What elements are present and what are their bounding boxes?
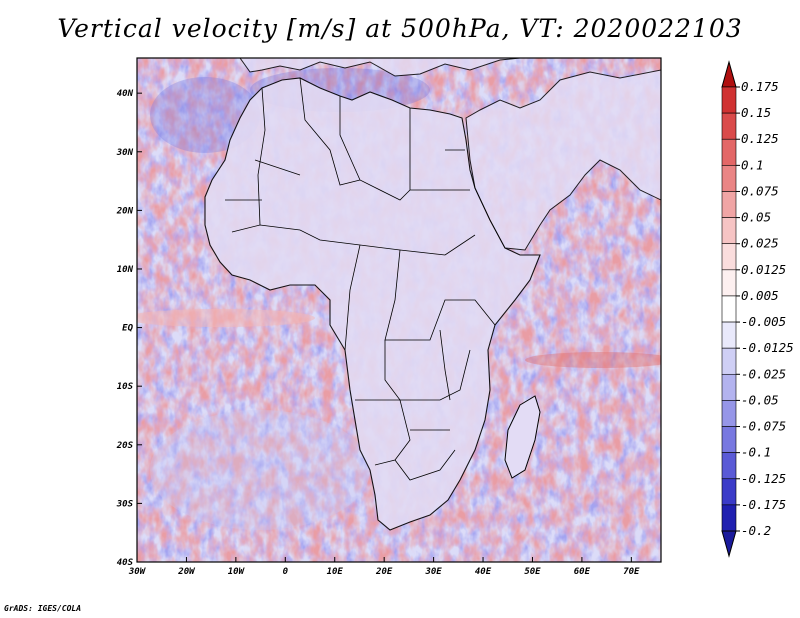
colorbar-swatch — [721, 478, 737, 506]
colorbar-label: 0.025 — [741, 236, 779, 251]
colorbar-swatch — [721, 321, 737, 349]
colorbar-label: -0.1 — [741, 445, 771, 460]
colorbar-swatch — [721, 347, 737, 375]
x-tick-label: 50E — [524, 567, 541, 577]
colorbar-label: 0.075 — [741, 183, 779, 198]
map-area — [137, 58, 661, 562]
colorbar-swatch — [721, 504, 737, 532]
y-tick-label: 30S — [116, 499, 134, 509]
y-tick-label: EQ — [122, 324, 133, 334]
grads-credit: GrADS: IGES/COLA — [4, 604, 82, 613]
colorbar-label: -0.0125 — [741, 340, 794, 355]
colorbar-swatch — [721, 138, 737, 166]
colorbar-label: 0.0125 — [741, 262, 786, 277]
itcz-band-atlantic — [137, 309, 315, 327]
x-tick-label: 20E — [375, 567, 393, 577]
madagascar-coastline — [504, 395, 541, 479]
plot-frame — [136, 57, 662, 563]
colorbar-swatch — [721, 400, 737, 427]
y-axis: 40S 30S 20S 10S EQ 10N 20N 30N 40N — [116, 89, 142, 568]
x-tick-label: 60E — [574, 567, 591, 577]
colorbar-label: 0.1 — [741, 157, 764, 172]
colorbar-label: 0.05 — [741, 210, 771, 225]
x-tick-label: 30W — [128, 567, 147, 577]
colorbar-label: 0.005 — [741, 288, 779, 303]
colorbar-top-arrow — [721, 60, 737, 88]
colorbar-label: -0.075 — [741, 419, 786, 434]
europe-coastline — [239, 58, 521, 77]
colorbar-swatch — [721, 452, 737, 480]
x-tick-label: 40E — [475, 567, 492, 577]
colorbar: 0.175 0.15 0.125 0.1 0.075 0.05 0.025 0.0125 0.0… — [721, 60, 794, 558]
x-axis: 30W 20W 10W 0 10E 20E 30E 40E 50E 60E 70E — [128, 557, 640, 577]
y-tick-label: 30N — [116, 148, 134, 158]
colorbar-bottom-arrow — [721, 530, 737, 558]
colorbar-label: 0.175 — [741, 79, 779, 94]
y-tick-label: 20N — [116, 206, 134, 216]
colorbar-label: -0.175 — [741, 497, 786, 512]
x-tick-label: 10E — [327, 567, 344, 577]
x-tick-label: 10W — [228, 567, 246, 577]
x-tick-label: 0 — [283, 567, 289, 577]
colorbar-swatch — [721, 165, 737, 192]
south-atlantic-descent — [150, 410, 370, 530]
colorbar-label: -0.005 — [741, 314, 786, 329]
x-tick-label: 70E — [623, 567, 640, 577]
x-tick-label: 30E — [424, 567, 442, 577]
colorbar-swatch — [721, 269, 737, 297]
colorbar-swatch — [721, 217, 737, 245]
colorbar-label: -0.025 — [741, 366, 786, 381]
country-borders — [225, 77, 496, 481]
chart-title: Vertical velocity [m/s] at 500hPa, VT: 2… — [57, 14, 743, 43]
colorbar-swatch — [721, 243, 737, 271]
arabia-coastline — [465, 69, 661, 251]
colorbar-label: -0.05 — [741, 392, 779, 407]
y-tick-label: 10S — [117, 382, 134, 392]
colorbar-swatch — [721, 191, 737, 218]
y-tick-label: 20S — [116, 441, 134, 451]
y-tick-label: 40S — [117, 558, 134, 568]
colorbar-swatch — [721, 86, 737, 114]
itcz-band-indian — [525, 352, 661, 368]
y-tick-label: 10N — [117, 265, 134, 275]
colorbar-swatch — [721, 112, 737, 140]
colorbar-label: 0.125 — [741, 131, 779, 146]
colorbar-swatch — [721, 373, 737, 401]
x-tick-label: 20W — [177, 567, 196, 577]
colorbar-swatch — [721, 426, 737, 453]
colorbar-label: -0.125 — [741, 471, 786, 486]
colorbar-swatch — [721, 295, 737, 323]
y-tick-label: 40N — [117, 89, 134, 99]
colorbar-label: -0.2 — [741, 523, 771, 538]
colorbar-label: 0.15 — [741, 105, 771, 120]
